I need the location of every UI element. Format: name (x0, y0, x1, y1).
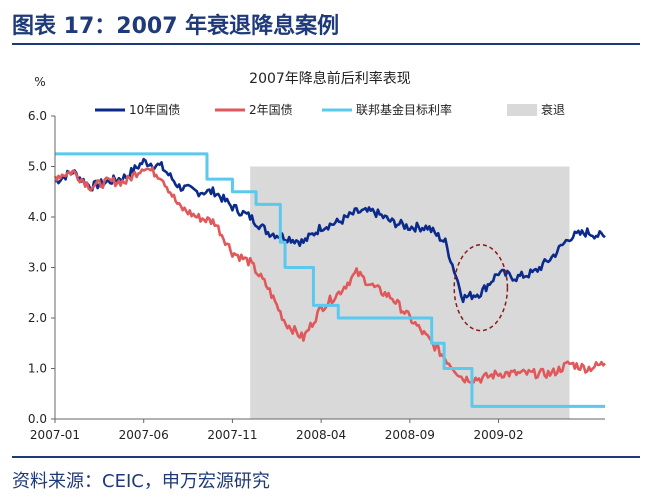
y-tick-label: 3.0 (28, 261, 47, 275)
axes: 0.0 1.0 2.0 3.0 4.0 5.0 6.0 2007-01 2007-06 2007-… (28, 109, 605, 442)
legend-swatch (507, 104, 537, 116)
series-line-fed_rate (55, 152, 605, 408)
legend-item-recession: 衰退 (507, 102, 565, 117)
legend-label: 衰退 (541, 102, 565, 117)
y-tick-label: 2.0 (28, 311, 47, 325)
legend-label: 联邦基金目标利率 (356, 102, 452, 117)
y-tick-label: 6.0 (28, 109, 47, 123)
x-tick-label: 2009-02 (473, 428, 523, 442)
y-tick-label: 0.0 (28, 412, 47, 426)
source-note: 资料来源：CEIC，申万宏源研究 (12, 471, 270, 492)
chart-title: 2007年降息前后利率表现 (249, 70, 411, 87)
y-axis-unit: % (34, 75, 45, 89)
x-tick-label: 2007-01 (30, 428, 80, 442)
y-tick-label: 1.0 (28, 362, 47, 376)
legend-item-fed_rate: 联邦基金目标利率 (322, 102, 452, 117)
x-tick-label: 2007-06 (119, 428, 169, 442)
x-tick-label: 2008-04 (296, 428, 346, 442)
series-line-ten_year (54, 157, 606, 304)
x-tick-label: 2008-09 (385, 428, 435, 442)
plot-area (53, 152, 606, 419)
y-tick-label: 4.0 (28, 210, 47, 224)
x-tick-label: 2007-11 (207, 428, 257, 442)
legend-item-ten_year: 10年国债 (95, 103, 180, 117)
series-line-two_year (53, 166, 606, 384)
recession-shading (250, 166, 570, 419)
legend: 10年国债 2年国债 联邦基金目标利率 衰退 (95, 102, 565, 117)
title-rule (12, 43, 640, 45)
legend-label: 10年国债 (129, 103, 180, 117)
y-tick-label: 5.0 (28, 160, 47, 174)
legend-item-two_year: 2年国债 (215, 103, 293, 117)
figure-title: 图表 17：2007 年衰退降息案例 (12, 14, 340, 39)
source-rule (12, 456, 640, 458)
annotation-ellipse (453, 244, 509, 332)
legend-label: 2年国债 (249, 103, 293, 117)
